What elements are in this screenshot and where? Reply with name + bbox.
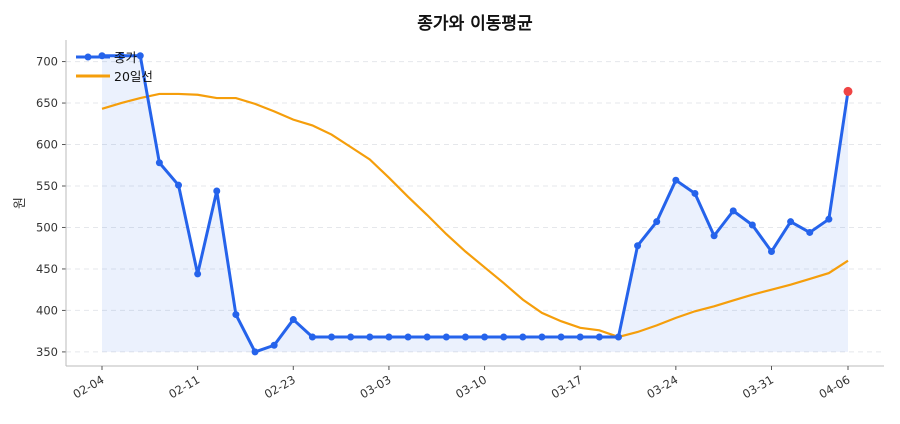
x-tick-label: 02-23 (262, 372, 298, 401)
close-point (213, 187, 221, 195)
y-tick-label: 350 (36, 345, 58, 359)
x-tick-label: 04-06 (817, 372, 853, 401)
x-tick-label: 03-24 (644, 372, 680, 401)
x-tick-label: 03-10 (453, 372, 489, 401)
close-point (328, 333, 336, 341)
close-point (347, 333, 355, 341)
close-point (423, 333, 431, 341)
y-tick-label: 400 (36, 303, 58, 317)
close-point (710, 232, 718, 240)
close-point (308, 333, 316, 341)
y-tick-label: 450 (36, 262, 58, 276)
close-point (385, 333, 393, 341)
close-point (251, 348, 259, 356)
close-point (806, 228, 814, 236)
close-point (481, 333, 489, 341)
x-tick-label: 03-17 (549, 372, 585, 401)
close-point (117, 52, 125, 60)
close-point (825, 215, 833, 223)
close-point (787, 218, 795, 226)
chart-title: 종가와 이동평균 (417, 14, 533, 34)
y-tick-label: 600 (36, 138, 58, 152)
close-last-point (843, 86, 853, 96)
close-point (595, 333, 603, 341)
x-tick-label: 02-04 (71, 372, 107, 401)
x-tick-label: 02-11 (166, 372, 202, 401)
legend-marker-close (84, 53, 92, 61)
close-point (576, 333, 584, 341)
close-point (232, 311, 240, 319)
close-point (270, 341, 278, 349)
close-line (102, 54, 850, 354)
close-point (748, 221, 756, 229)
legend-label-ma20: 20일선 (114, 69, 153, 84)
close-point (442, 333, 450, 341)
close-point (404, 333, 412, 341)
close-point (729, 207, 737, 215)
legend: 종가 20일선 (76, 50, 153, 84)
y-tick-label: 500 (36, 220, 58, 234)
close-area-fill (102, 55, 848, 352)
close-point (461, 333, 469, 341)
close-point (366, 333, 374, 341)
x-tick-label: 03-03 (357, 372, 393, 401)
x-tick-label: 03-31 (740, 372, 776, 401)
y-tick-label: 700 (36, 55, 58, 69)
close-point (767, 248, 775, 256)
close-point (672, 176, 680, 184)
close-point (155, 159, 163, 167)
close-point (691, 189, 699, 197)
legend-label-close: 종가 (114, 50, 138, 65)
close-point (136, 52, 144, 60)
y-axis-label: 원 (13, 197, 28, 209)
close-point (519, 333, 527, 341)
close-point (614, 333, 622, 341)
close-point (634, 242, 642, 250)
close-point (500, 333, 508, 341)
y-tick-label: 650 (36, 96, 58, 110)
close-point (175, 181, 183, 189)
close-point (653, 218, 661, 226)
close-point (557, 333, 565, 341)
close-point (194, 270, 202, 278)
y-tick-label: 550 (36, 179, 58, 193)
ma20-line (101, 92, 849, 339)
close-point (289, 316, 297, 324)
close-point (538, 333, 546, 341)
